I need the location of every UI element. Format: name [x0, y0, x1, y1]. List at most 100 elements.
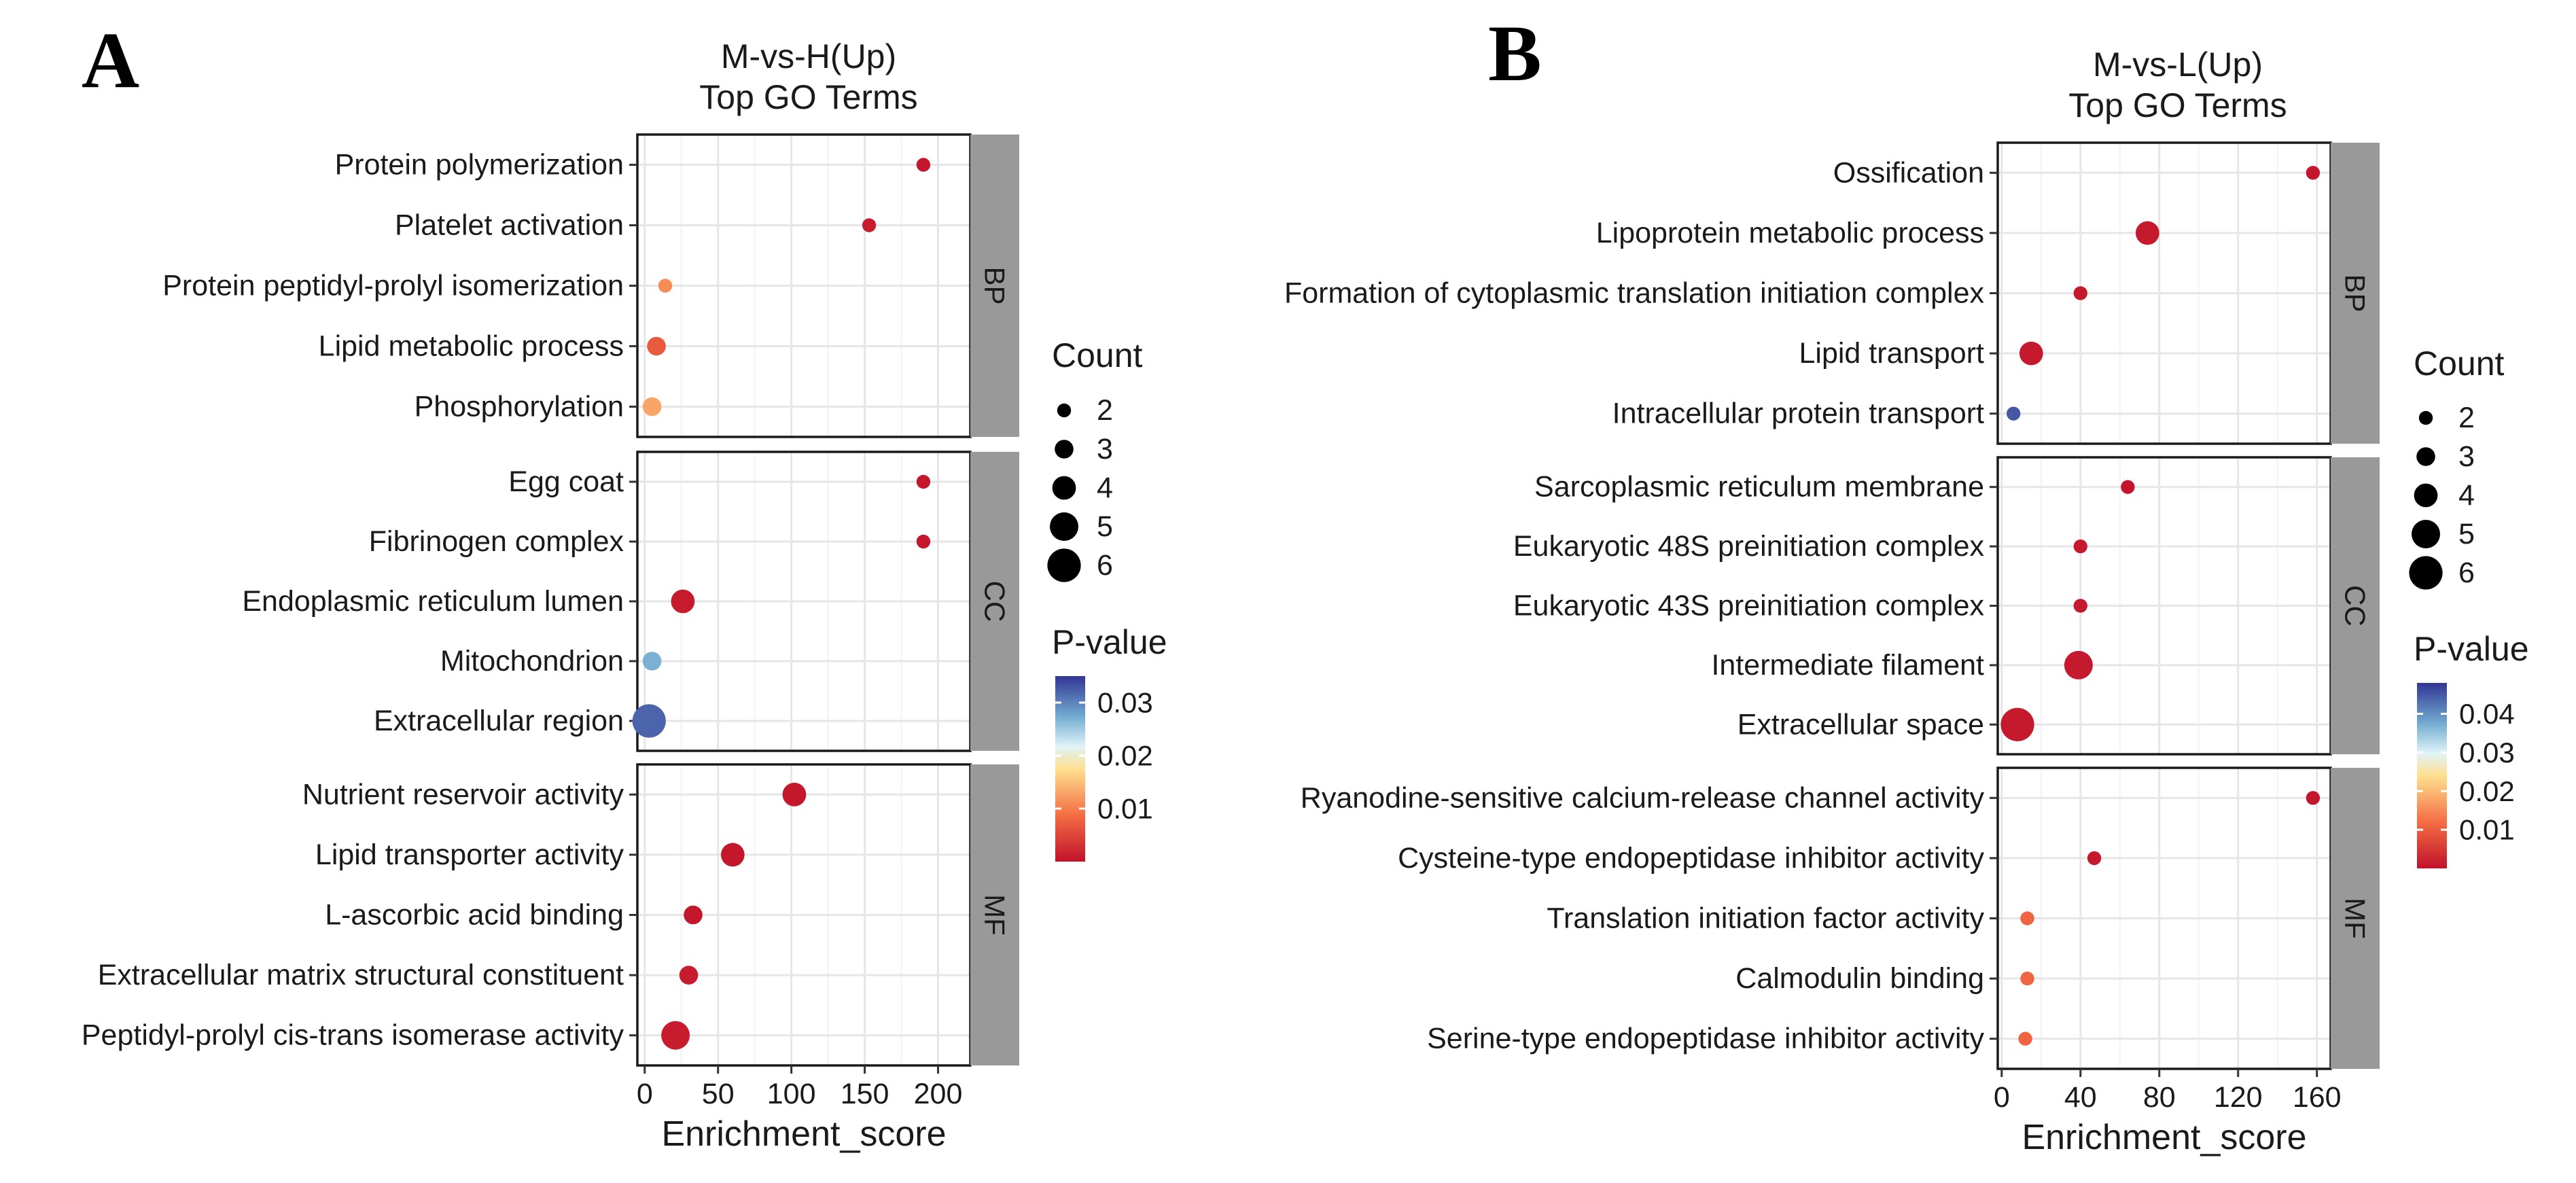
pvalue-legend: P-value 0.01 0.02 0.03 0.04: [2414, 630, 2529, 868]
count-legend: Count 2 3 4 5 6: [2409, 345, 2505, 590]
term-label: Ryanodine-sensitive calcium-release chan…: [1301, 781, 1985, 814]
data-point: [642, 652, 662, 671]
x-tick-label: 160: [2293, 1081, 2342, 1114]
facet-cc: CC Egg coat Fibrinogen complex Endoplasmic …: [242, 451, 1019, 752]
panel-label: A: [82, 16, 139, 105]
data-point: [2020, 971, 2034, 986]
facet-strip-label: MF: [2340, 898, 2371, 939]
x-tick-label: 80: [2143, 1081, 2176, 1114]
facet-strip-label: BP: [979, 266, 1011, 304]
data-point: [862, 218, 877, 232]
colorbar-tick-label: 0.02: [2459, 775, 2515, 807]
data-point: [2000, 707, 2034, 741]
data-point: [2135, 221, 2159, 245]
count-legend-title: Count: [1052, 336, 1143, 374]
facet-strip: [2331, 457, 2380, 754]
count-legend-label: 4: [1097, 472, 1113, 504]
term-label: Protein peptidyl-prolyl isomerization: [162, 270, 624, 302]
pvalue-legend-title: P-value: [2414, 630, 2529, 668]
panel-label: B: [1488, 9, 1542, 98]
count-legend-symbol: [1055, 440, 1074, 459]
term-label: Egg coat: [508, 465, 624, 498]
term-label: Translation initiation factor activity: [1547, 902, 1984, 935]
count-legend-symbol: [2418, 410, 2433, 425]
facet-strip: [970, 452, 1019, 751]
facet-strip-label: CC: [979, 581, 1011, 622]
term-label: Eukaryotic 43S preinitiation complex: [1513, 590, 1985, 622]
count-legend-label: 2: [1097, 394, 1113, 427]
term-label: Sarcoplasmic reticulum membrane: [1534, 471, 1984, 504]
x-tick-label: 100: [767, 1078, 816, 1110]
facet-mf: MF Nutrient reservoir activity Lipid trans…: [82, 763, 1019, 1067]
data-point: [2087, 851, 2102, 866]
term-label: Lipid metabolic process: [319, 330, 624, 363]
count-legend-symbol: [2412, 520, 2440, 548]
term-label: Lipoprotein metabolic process: [1596, 217, 1984, 249]
count-legend-symbol: [2416, 447, 2435, 466]
colorbar-tick-label: 0.01: [1097, 793, 1153, 825]
term-label: Extracellular region: [374, 705, 624, 737]
data-point: [720, 843, 745, 867]
term-label: Mitochondrion: [440, 645, 624, 677]
data-point: [782, 782, 807, 807]
term-label: Ossification: [1833, 156, 1984, 189]
term-label: Endoplasmic reticulum lumen: [242, 585, 624, 618]
term-label: Platelet activation: [395, 209, 624, 242]
term-label: Lipid transport: [1799, 337, 1985, 370]
chart-title: M-vs-L(Up): [2093, 46, 2263, 84]
colorbar-tick-label: 0.03: [1097, 687, 1153, 719]
data-point: [2121, 480, 2135, 494]
data-point: [671, 589, 695, 614]
x-tick-label: 150: [841, 1078, 889, 1110]
data-point: [661, 1021, 690, 1050]
data-point: [2073, 286, 2087, 300]
x-tick-label: 50: [702, 1078, 735, 1110]
colorbar-tick-label: 0.02: [1097, 740, 1153, 772]
count-legend-label: 3: [1097, 433, 1113, 465]
data-point: [2020, 911, 2034, 925]
x-axis-title: Enrichment_score: [2022, 1118, 2306, 1157]
facet-strip-label: BP: [2340, 274, 2371, 312]
data-point: [2306, 791, 2321, 805]
data-point: [916, 158, 931, 172]
term-label: Nutrient reservoir activity: [302, 778, 624, 811]
pvalue-colorbar: [1055, 676, 1085, 862]
colorbar-tick-label: 0.01: [2459, 814, 2515, 846]
data-point: [2019, 341, 2043, 366]
colorbar-tick-label: 0.04: [2459, 698, 2515, 730]
facet-bp: BP Ossification Lipoprotein metabolic proc…: [1284, 141, 2380, 445]
data-point: [916, 534, 931, 549]
chart-subtitle: Top GO Terms: [2068, 86, 2287, 124]
count-legend-symbol: [2414, 483, 2438, 508]
count-legend-symbol: [2409, 556, 2443, 590]
data-point: [684, 905, 703, 925]
facet-strip-label: CC: [2340, 585, 2371, 626]
count-legend: Count 2 3 4 5 6: [1047, 336, 1143, 582]
term-label: L-ascorbic acid binding: [325, 899, 624, 932]
colorbar-tick-label: 0.03: [2459, 737, 2515, 769]
data-point: [632, 704, 666, 738]
term-label: Intracellular protein transport: [1612, 398, 1984, 430]
chart-title: M-vs-H(Up): [721, 37, 896, 75]
data-point: [2064, 650, 2093, 679]
count-legend-symbol: [1052, 476, 1076, 500]
data-point: [916, 474, 931, 489]
x-tick-label: 40: [2064, 1081, 2097, 1114]
facet-bp: BP Protein polymerization Platelet activat…: [162, 133, 1019, 438]
facet-strip: [970, 135, 1019, 437]
x-tick-label: 120: [2214, 1081, 2263, 1114]
data-point: [2006, 406, 2021, 421]
panel-a: A M-vs-H(Up)Top GO Terms BP Protein polymer…: [82, 16, 1167, 1154]
count-legend-label: 3: [2458, 440, 2475, 473]
count-legend-symbol: [1050, 512, 1078, 541]
term-label: Serine-type endopeptidase inhibitor acti…: [1427, 1023, 1984, 1055]
panel-b: B M-vs-L(Up)Top GO Terms BP Ossification Lip…: [1284, 9, 2529, 1157]
term-label: Fibrinogen complex: [369, 525, 624, 558]
term-label: Intermediate filament: [1711, 649, 1984, 682]
pvalue-legend: P-value 0.01 0.02 0.03: [1052, 623, 1167, 862]
term-label: Cysteine-type endopeptidase inhibitor ac…: [1398, 842, 1984, 875]
term-label: Calmodulin binding: [1735, 962, 1984, 995]
count-legend-label: 6: [1097, 549, 1113, 582]
pvalue-legend-title: P-value: [1052, 623, 1167, 661]
